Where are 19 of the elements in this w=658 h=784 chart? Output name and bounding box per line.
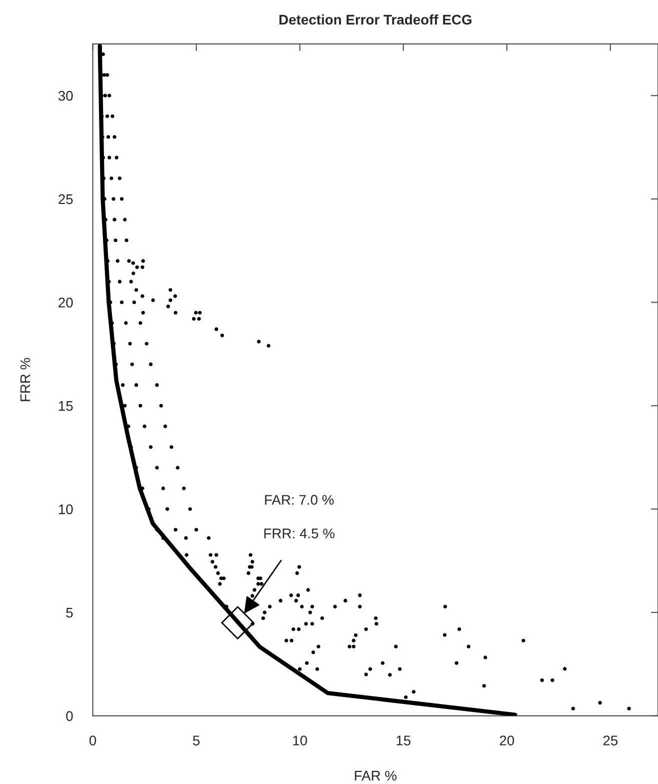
y-tick-label: 10 (58, 504, 73, 514)
y-tick-label: 30 (58, 90, 73, 101)
x-tick-label: 20 (500, 736, 514, 746)
x-tick-label: 15 (396, 736, 410, 746)
annotation: FRR: 4.5 % (264, 528, 334, 538)
y-axis-title: FRR % (20, 358, 30, 402)
x-axis-title: FAR % (354, 770, 397, 781)
chart-title: Detection Error Tradeoff ECG (279, 14, 472, 25)
y-tick-label: 5 (66, 608, 73, 618)
y-tick-label: 25 (58, 194, 73, 204)
annotation: FAR: 7.0 % (265, 494, 334, 505)
y-tick-label: 15 (58, 401, 73, 411)
line-series (98, 44, 518, 716)
y-tick-label: 0 (66, 711, 73, 721)
x-tick-label: 10 (293, 736, 307, 746)
x-tick-label: 25 (603, 736, 618, 746)
x-tick-label: 5 (192, 736, 200, 746)
x-tick-label: 0 (89, 736, 96, 746)
y-tick-label: 20 (58, 298, 73, 308)
